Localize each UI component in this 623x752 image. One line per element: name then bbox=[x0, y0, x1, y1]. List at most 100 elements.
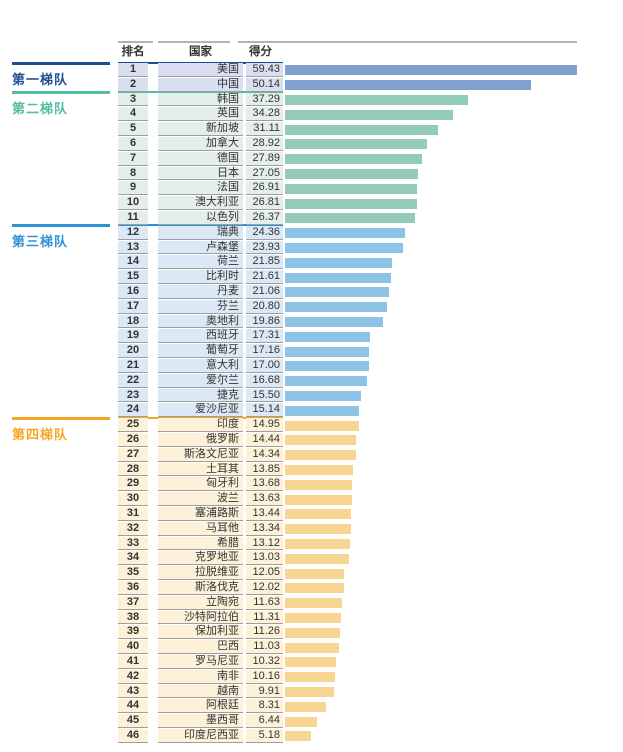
score-bar bbox=[285, 672, 335, 683]
country-cell: 塞浦路斯 bbox=[158, 507, 243, 521]
score-cell: 27.05 bbox=[246, 166, 283, 181]
score-cell: 10.32 bbox=[246, 655, 283, 669]
score-cell: 14.95 bbox=[246, 418, 283, 432]
score-cell: 23.93 bbox=[246, 240, 283, 255]
score-bar bbox=[285, 583, 345, 594]
rank-cell: 45 bbox=[118, 714, 148, 728]
score-bar bbox=[285, 464, 353, 475]
rank-cell: 11 bbox=[118, 211, 148, 225]
tier-label: 第四梯队 bbox=[12, 426, 69, 442]
country-cell: 丹麦 bbox=[158, 285, 243, 299]
score-bar bbox=[285, 331, 370, 342]
country-cell: 保加利亚 bbox=[158, 625, 243, 640]
score-bar bbox=[285, 509, 351, 520]
score-bar bbox=[285, 657, 336, 668]
score-bar bbox=[285, 642, 340, 653]
rank-cell: 7 bbox=[118, 151, 148, 166]
rank-cell: 3 bbox=[118, 92, 148, 107]
country-cell: 巴西 bbox=[158, 640, 243, 654]
table-row: 25 印度 14.95 bbox=[0, 418, 623, 433]
score-bar bbox=[285, 405, 360, 416]
table-row: 10 澳大利亚 26.81 bbox=[0, 196, 623, 211]
country-cell: 匈牙利 bbox=[158, 477, 243, 492]
country-cell: 葡萄牙 bbox=[158, 344, 243, 358]
table-row: 12 瑞典 24.36 bbox=[0, 225, 623, 241]
table-row: 13 卢森堡 23.93 bbox=[0, 240, 623, 256]
country-cell: 立陶宛 bbox=[158, 595, 243, 610]
score-cell: 28.92 bbox=[246, 137, 283, 151]
score-bar bbox=[285, 598, 343, 609]
rank-cell: 30 bbox=[118, 492, 148, 506]
rank-cell: 36 bbox=[118, 581, 148, 595]
table-row: 20 葡萄牙 17.16 bbox=[0, 344, 623, 359]
rank-cell: 15 bbox=[118, 270, 148, 284]
table-row: 8 日本 27.05 bbox=[0, 166, 623, 182]
score-bar bbox=[285, 538, 350, 549]
table-row: 31 塞浦路斯 13.44 bbox=[0, 507, 623, 522]
country-cell: 韩国 bbox=[158, 92, 243, 107]
table-row: 45 墨西哥 6.44 bbox=[0, 714, 623, 729]
country-cell: 墨西哥 bbox=[158, 714, 243, 728]
country-cell: 印度 bbox=[158, 418, 243, 432]
table-row: 5 新加坡 31.11 bbox=[0, 122, 623, 137]
score-bar bbox=[285, 435, 356, 446]
table-row: 41 罗马尼亚 10.32 bbox=[0, 655, 623, 670]
table-row: 23 捷克 15.50 bbox=[0, 388, 623, 404]
country-cell: 土耳其 bbox=[158, 462, 243, 477]
country-cell: 美国 bbox=[158, 63, 243, 77]
column-header-rank: 排名 bbox=[121, 46, 145, 58]
rank-cell: 44 bbox=[118, 699, 148, 714]
country-cell: 加拿大 bbox=[158, 137, 243, 151]
score-bar bbox=[285, 450, 356, 461]
table-row: 1 美国 59.43 bbox=[0, 63, 623, 78]
table-row: 34 克罗地亚 13.03 bbox=[0, 551, 623, 566]
table-row: 22 爱尔兰 16.68 bbox=[0, 373, 623, 389]
country-cell: 卢森堡 bbox=[158, 240, 243, 255]
score-bar bbox=[285, 420, 359, 431]
score-cell: 59.43 bbox=[246, 63, 283, 77]
score-cell: 19.86 bbox=[246, 314, 283, 329]
score-bar bbox=[285, 361, 369, 372]
rank-cell: 41 bbox=[118, 655, 148, 669]
table-row: 4 英国 34.28 bbox=[0, 107, 623, 122]
rank-cell: 32 bbox=[118, 521, 148, 536]
tier-label: 第三梯队 bbox=[12, 234, 69, 250]
rank-cell: 42 bbox=[118, 669, 148, 684]
score-cell: 37.29 bbox=[246, 92, 283, 107]
country-cell: 阿根廷 bbox=[158, 699, 243, 714]
score-cell: 15.50 bbox=[246, 388, 283, 403]
score-bar bbox=[285, 94, 469, 105]
country-cell: 罗马尼亚 bbox=[158, 655, 243, 669]
score-cell: 21.85 bbox=[246, 255, 283, 270]
table-row: 3 韩国 37.29 bbox=[0, 92, 623, 108]
country-cell: 爱尔兰 bbox=[158, 373, 243, 388]
table-row: 19 西班牙 17.31 bbox=[0, 329, 623, 344]
score-bar bbox=[285, 198, 417, 209]
score-cell: 26.81 bbox=[246, 196, 283, 210]
table-row: 28 土耳其 13.85 bbox=[0, 462, 623, 478]
table-row: 6 加拿大 28.92 bbox=[0, 137, 623, 152]
score-cell: 12.02 bbox=[246, 581, 283, 595]
table-row: 7 德国 27.89 bbox=[0, 151, 623, 167]
score-bar bbox=[285, 287, 389, 298]
table-row: 15 比利时 21.61 bbox=[0, 270, 623, 285]
country-cell: 比利时 bbox=[158, 270, 243, 284]
score-cell: 20.80 bbox=[246, 299, 283, 314]
score-bar bbox=[285, 553, 349, 564]
rank-cell: 4 bbox=[118, 107, 148, 122]
table-row: 27 斯洛文尼亚 14.34 bbox=[0, 447, 623, 463]
rank-cell: 1 bbox=[118, 63, 148, 77]
rank-cell: 38 bbox=[118, 610, 148, 625]
score-cell: 13.03 bbox=[246, 551, 283, 566]
score-bar bbox=[285, 524, 351, 535]
rank-cell: 12 bbox=[118, 225, 148, 240]
country-cell: 爱沙尼亚 bbox=[158, 403, 243, 418]
score-cell: 17.00 bbox=[246, 359, 283, 373]
score-cell: 16.68 bbox=[246, 373, 283, 388]
rank-cell: 34 bbox=[118, 551, 148, 566]
rank-cell: 13 bbox=[118, 240, 148, 255]
score-cell: 17.16 bbox=[246, 344, 283, 358]
rank-cell: 6 bbox=[118, 137, 148, 151]
score-cell: 21.06 bbox=[246, 285, 283, 299]
